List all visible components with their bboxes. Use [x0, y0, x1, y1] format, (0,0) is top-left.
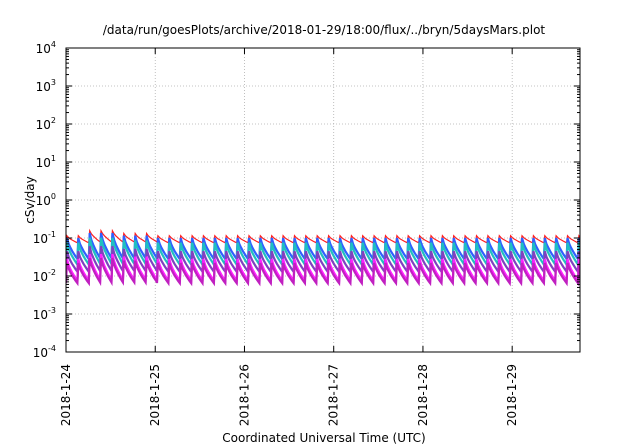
y-tick-label: 102	[36, 116, 56, 132]
series-line	[66, 228, 580, 244]
x-axis-label: Coordinated Universal Time (UTC)	[222, 431, 425, 445]
x-tick-label: 2018-1-27	[327, 364, 341, 426]
y-tick-label: 103	[36, 78, 56, 94]
x-tick-label: 2018-1-26	[237, 364, 251, 426]
series-layer	[66, 228, 580, 287]
y-tick-label: 10-2	[33, 268, 56, 284]
x-axis: 2018-1-24 2018-1-25 2018-1-26 2018-1-27 2018…	[59, 48, 519, 426]
y-tick-label: 100	[36, 192, 56, 208]
series-line	[66, 245, 580, 276]
series-line	[66, 232, 580, 263]
x-tick-label: 2018-1-24	[59, 364, 73, 426]
y-tick-label: 10-3	[33, 306, 56, 322]
x-tick-label: 2018-1-28	[416, 364, 430, 426]
grid	[66, 48, 580, 352]
series-line	[66, 257, 580, 287]
plot-frame	[65, 47, 581, 353]
y-axis-label: cSv/day	[23, 176, 37, 223]
y-axis: 10-4 10-3 10-2 10-1 100 101 102 103 104	[33, 40, 580, 360]
y-tick-label: 101	[36, 154, 56, 170]
y-tick-label: 10-1	[33, 230, 56, 246]
x-tick-label: 2018-1-25	[148, 364, 162, 426]
x-tick-label: 2018-1-29	[505, 364, 519, 426]
y-tick-label: 10-4	[33, 344, 56, 360]
y-tick-label: 104	[36, 40, 56, 56]
chart-title: /data/run/goesPlots/archive/2018-01-29/1…	[103, 23, 546, 37]
series-line	[66, 237, 580, 269]
